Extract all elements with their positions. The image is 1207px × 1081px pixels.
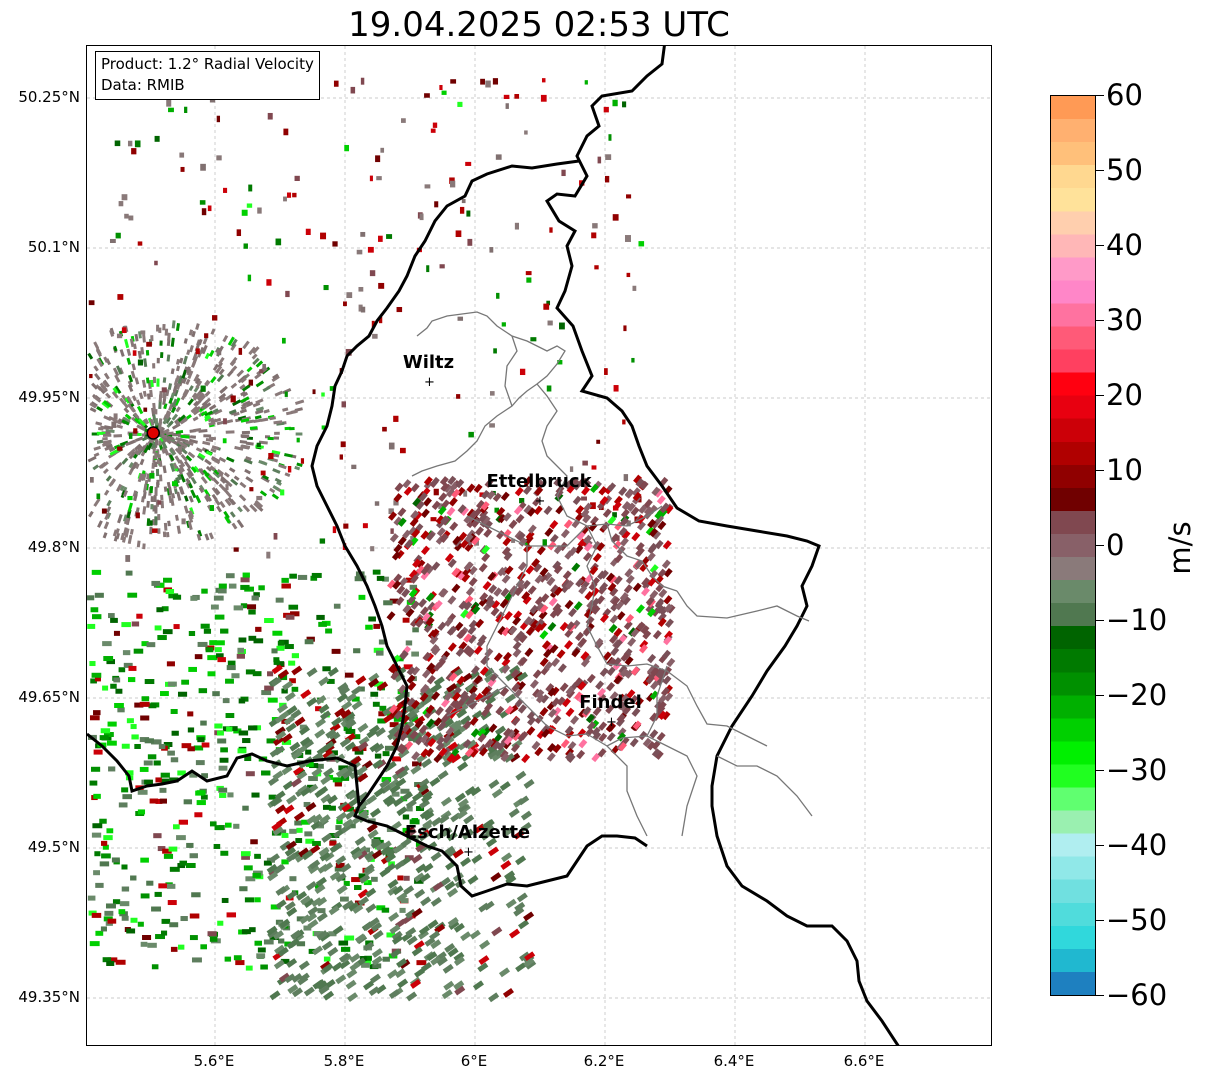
city-label: Esch/Alzette <box>404 822 531 843</box>
national-border-east <box>544 46 900 1045</box>
colorbar-tick-label: 30 <box>1106 303 1143 337</box>
city-label: Ettelbruck <box>486 471 592 492</box>
colorbar-tick-label: −20 <box>1106 678 1168 712</box>
city-label: Wiltz <box>402 352 455 373</box>
lon-tick-label: 5.8°E <box>323 1052 365 1070</box>
lat-tick-label: 49.35°N <box>18 988 80 1006</box>
colorbar-tick <box>1096 95 1104 96</box>
canton-borders <box>411 311 566 477</box>
colorbar-tick-label: 40 <box>1106 228 1143 262</box>
city-marker: + <box>463 845 474 860</box>
colorbar-tick <box>1096 170 1104 171</box>
colorbar-tick <box>1096 395 1104 396</box>
colorbar-tick-label: −30 <box>1106 753 1168 787</box>
colorbar-tick-label: 60 <box>1106 78 1143 112</box>
lat-tick-label: 49.65°N <box>18 688 80 706</box>
map-panel[interactable]: + + + + <box>86 45 992 1046</box>
radar-echoes <box>87 77 676 1003</box>
lat-tick-label: 50.1°N <box>27 238 80 256</box>
data-source-label: Data: RMIB <box>101 76 185 94</box>
lat-tick-label: 50.25°N <box>18 88 80 106</box>
colorbar-tick-label: 10 <box>1106 453 1143 487</box>
colorbar-tick-label: −40 <box>1106 828 1168 862</box>
borders <box>87 46 900 1045</box>
colorbar-tick <box>1096 995 1104 996</box>
colorbar <box>1050 95 1096 996</box>
product-label: Product: 1.2° Radial Velocity <box>101 55 314 73</box>
lon-tick-label: 5.6°E <box>193 1052 235 1070</box>
colorbar-tick <box>1096 545 1104 546</box>
national-border-west <box>310 159 648 898</box>
lat-tick-label: 49.95°N <box>18 388 80 406</box>
city-markers: + + + + <box>424 375 617 860</box>
colorbar-tick <box>1096 620 1104 621</box>
radar-site-marker <box>146 426 160 440</box>
colorbar-tick <box>1096 845 1104 846</box>
city-marker: + <box>424 375 435 390</box>
border-france <box>87 732 361 807</box>
radar-map: + + + + <box>87 46 991 1045</box>
city-marker: + <box>606 715 617 730</box>
lat-tick-label: 49.5°N <box>27 838 80 856</box>
colorbar-tick-label: 50 <box>1106 153 1143 187</box>
lat-tick-label: 49.8°N <box>27 538 80 556</box>
lon-tick-label: 6.4°E <box>713 1052 755 1070</box>
colorbar-tick <box>1096 320 1104 321</box>
colorbar-tick <box>1096 470 1104 471</box>
lon-tick-label: 6.2°E <box>583 1052 625 1070</box>
city-label: Findel <box>579 692 642 713</box>
colorbar-tick <box>1096 920 1104 921</box>
colorbar-tick-label: −60 <box>1106 978 1168 1012</box>
colorbar-tick-label: −10 <box>1106 603 1168 637</box>
product-info-box: Product: 1.2° Radial Velocity Data: RMIB <box>95 51 320 100</box>
colorbar-tick <box>1096 770 1104 771</box>
lon-tick-label: 6.6°E <box>843 1052 885 1070</box>
colorbar-tick-label: −50 <box>1106 903 1168 937</box>
lon-tick-label: 6°E <box>460 1052 488 1070</box>
colorbar-tick <box>1096 245 1104 246</box>
colorbar-tick-label: 20 <box>1106 378 1143 412</box>
colorbar-unit: m/s <box>1163 521 1197 575</box>
city-marker: + <box>535 494 546 509</box>
colorbar-tick <box>1096 695 1104 696</box>
map-title: 19.04.2025 02:53 UTC <box>348 5 730 45</box>
colorbar-tick-label: 0 <box>1106 528 1125 562</box>
